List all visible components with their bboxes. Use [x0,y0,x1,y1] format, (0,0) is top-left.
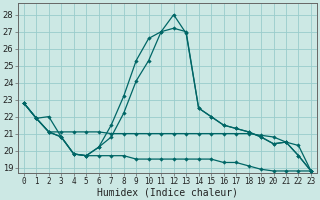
X-axis label: Humidex (Indice chaleur): Humidex (Indice chaleur) [97,187,238,197]
